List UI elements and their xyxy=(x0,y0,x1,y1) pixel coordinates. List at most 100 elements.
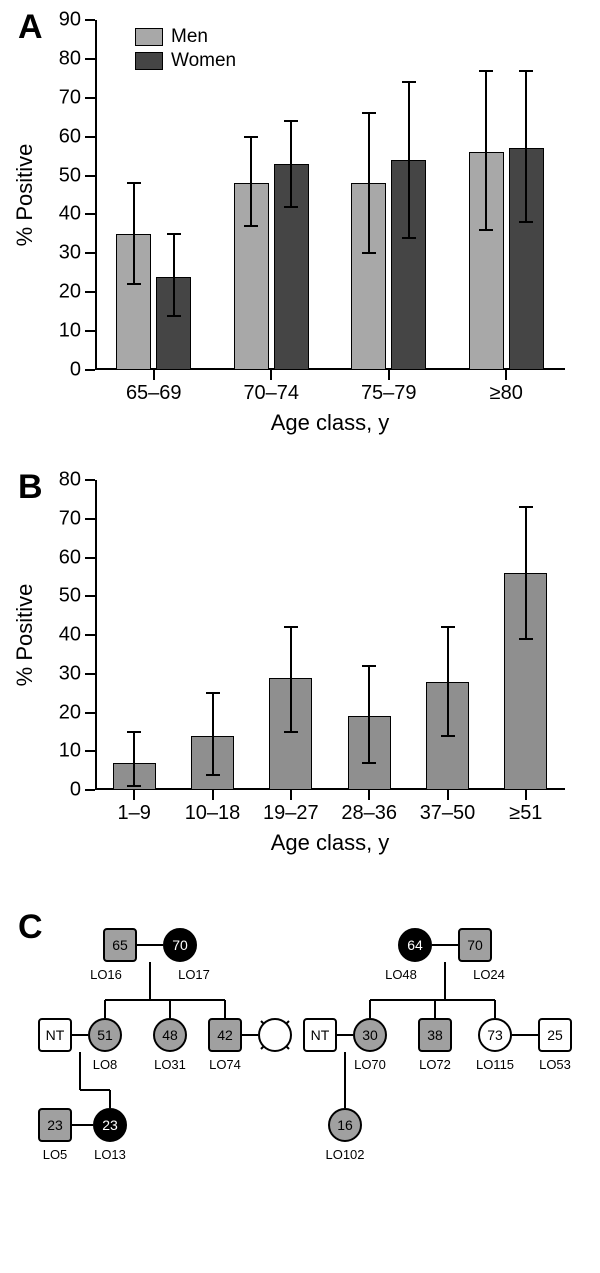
error-cap-top xyxy=(362,665,376,667)
xtick-label: 37–50 xyxy=(420,802,476,825)
error-cap-bot xyxy=(519,638,533,640)
pedigree-node-id: LO72 xyxy=(419,1057,451,1072)
pedigree-node-id: LO115 xyxy=(476,1057,514,1072)
ytick xyxy=(85,213,95,215)
ytick xyxy=(85,58,95,60)
pedigree-node: 30 xyxy=(353,1018,387,1052)
chart-b-plot xyxy=(95,480,565,790)
pedigree-node-id: LO31 xyxy=(154,1057,186,1072)
error-cap-bot xyxy=(206,774,220,776)
pedigree-node: 48 xyxy=(153,1018,187,1052)
error-cap-top xyxy=(127,182,141,184)
error-bar xyxy=(525,507,527,639)
error-cap-top xyxy=(127,731,141,733)
pedigree-node-id: LO13 xyxy=(94,1147,126,1162)
xtick xyxy=(525,790,527,800)
ytick xyxy=(85,136,95,138)
ytick-label: 70 xyxy=(59,86,81,109)
ytick-label: 30 xyxy=(59,662,81,685)
error-bar xyxy=(133,732,135,786)
error-bar xyxy=(133,183,135,284)
ytick-label: 0 xyxy=(70,359,81,382)
panel-b-label: B xyxy=(18,468,43,507)
xtick xyxy=(270,370,272,380)
pedigree-node-id: LO48 xyxy=(385,967,417,982)
pedigree-node: 64 xyxy=(398,928,432,962)
error-cap-top xyxy=(441,626,455,628)
ytick xyxy=(85,750,95,752)
pedigree-node-id: LO17 xyxy=(178,967,210,982)
ytick-label: 40 xyxy=(59,203,81,226)
xtick-label: 19–27 xyxy=(263,802,319,825)
error-bar xyxy=(212,693,214,774)
chart-b: % Positive Age class, y 0102030405060708… xyxy=(95,480,565,790)
ytick xyxy=(85,673,95,675)
error-cap-bot xyxy=(441,735,455,737)
error-cap-top xyxy=(206,692,220,694)
ytick xyxy=(85,330,95,332)
pedigree-node-id: LO53 xyxy=(539,1057,571,1072)
ytick xyxy=(85,557,95,559)
error-cap-top xyxy=(244,136,258,138)
error-cap-top xyxy=(284,626,298,628)
ytick-label: 90 xyxy=(59,9,81,32)
xtick xyxy=(212,790,214,800)
error-bar xyxy=(173,234,175,316)
ytick xyxy=(85,712,95,714)
panel-a: A % Positive Age class, y MenWomen 01020… xyxy=(0,0,600,460)
xtick-label: 28–36 xyxy=(341,802,397,825)
error-cap-top xyxy=(519,506,533,508)
pedigree-node: NT xyxy=(38,1018,72,1052)
pedigree: 65LO1670LO1751LO8NT48LO3142LO7423LO523LO… xyxy=(0,890,600,1170)
error-cap-bot xyxy=(362,762,376,764)
pedigree-node-id: LO102 xyxy=(325,1147,364,1162)
xtick-label: 1–9 xyxy=(117,802,150,825)
ytick-label: 60 xyxy=(59,546,81,569)
xtick xyxy=(133,790,135,800)
chart-a-xlabel: Age class, y xyxy=(271,410,390,436)
xtick-label: ≥80 xyxy=(490,382,523,405)
pedigree-node: 70 xyxy=(163,928,197,962)
xtick-label: 10–18 xyxy=(185,802,241,825)
pedigree-node: 23 xyxy=(93,1108,127,1142)
error-bar xyxy=(485,71,487,230)
ytick-label: 30 xyxy=(59,242,81,265)
error-bar xyxy=(368,113,370,253)
legend-row: Women xyxy=(135,50,236,72)
legend-swatch xyxy=(135,28,163,46)
ytick xyxy=(85,789,95,791)
xtick-label: 65–69 xyxy=(126,382,182,405)
error-bar xyxy=(290,121,292,207)
ytick xyxy=(85,518,95,520)
error-cap-top xyxy=(284,120,298,122)
error-cap-bot xyxy=(284,206,298,208)
ytick xyxy=(85,19,95,21)
chart-a: % Positive Age class, y MenWomen 0102030… xyxy=(95,20,565,370)
pedigree-node: 51 xyxy=(88,1018,122,1052)
error-cap-bot xyxy=(519,221,533,223)
ytick xyxy=(85,369,95,371)
ytick-label: 80 xyxy=(59,469,81,492)
ytick-label: 10 xyxy=(59,320,81,343)
pedigree-node-id: LO74 xyxy=(209,1057,241,1072)
xtick xyxy=(153,370,155,380)
error-cap-bot xyxy=(479,229,493,231)
ytick-label: 20 xyxy=(59,701,81,724)
ytick-label: 70 xyxy=(59,507,81,530)
legend-label: Men xyxy=(171,26,208,48)
ytick xyxy=(85,479,95,481)
error-cap-bot xyxy=(127,785,141,787)
error-cap-bot xyxy=(402,237,416,239)
ytick-label: 0 xyxy=(70,779,81,802)
ytick-label: 20 xyxy=(59,281,81,304)
ytick xyxy=(85,175,95,177)
error-cap-bot xyxy=(127,283,141,285)
ytick xyxy=(85,634,95,636)
ytick xyxy=(85,291,95,293)
pedigree-node: 70 xyxy=(458,928,492,962)
legend-label: Women xyxy=(171,50,236,72)
chart-b-ylabel: % Positive xyxy=(12,584,38,687)
error-bar xyxy=(447,627,449,736)
ytick-label: 10 xyxy=(59,740,81,763)
chart-a-ylabel: % Positive xyxy=(12,144,38,247)
